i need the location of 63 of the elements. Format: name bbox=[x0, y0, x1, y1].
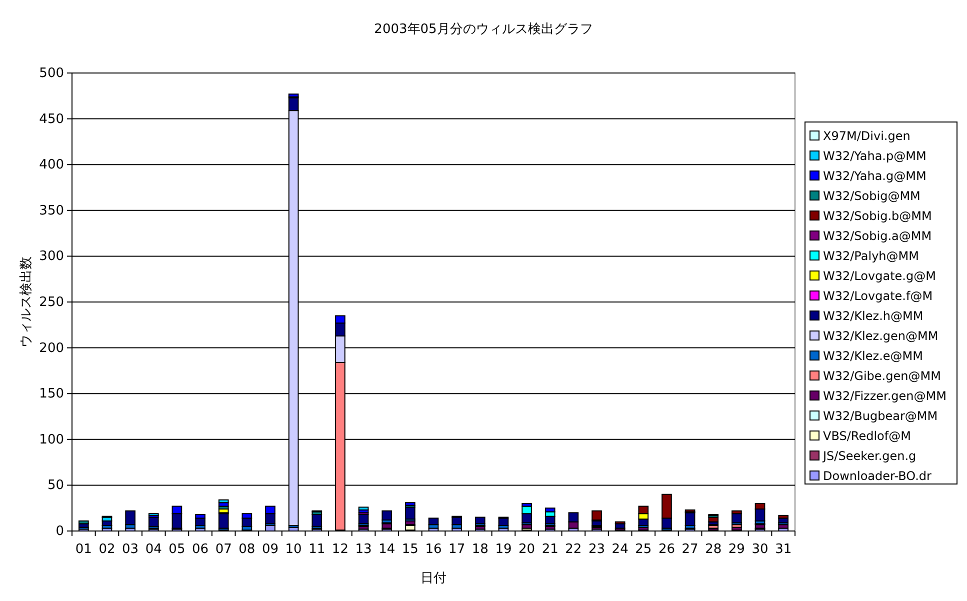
x-tick-label: 14 bbox=[378, 542, 396, 557]
x-tick-label: 20 bbox=[518, 542, 536, 557]
x-tick-label: 25 bbox=[635, 542, 652, 557]
x-tick-label: 10 bbox=[285, 542, 302, 557]
x-tick-label: 11 bbox=[308, 542, 326, 557]
legend-label: X97M/Divi.gen bbox=[823, 129, 910, 143]
y-tick-label: 200 bbox=[39, 340, 64, 356]
x-tick-label: 18 bbox=[472, 542, 488, 557]
y-tick-label: 150 bbox=[39, 386, 64, 402]
x-tick-label: 05 bbox=[168, 542, 186, 557]
x-tick-label: 13 bbox=[355, 542, 372, 557]
legend-label: W32/Bugbear@MM bbox=[823, 409, 938, 423]
x-tick-label: 17 bbox=[448, 542, 466, 557]
y-tick-label: 100 bbox=[39, 432, 64, 448]
legend-label: W32/Lovgate.f@M bbox=[823, 289, 933, 303]
legend-label: W32/Sobig@MM bbox=[823, 189, 920, 203]
legend-label: W32/Gibe.gen@MM bbox=[823, 369, 941, 383]
x-tick-label: 30 bbox=[752, 542, 768, 557]
x-tick-label: 31 bbox=[775, 542, 792, 557]
y-tick-label: 500 bbox=[39, 66, 64, 81]
y-tick-label: 0 bbox=[56, 524, 64, 539]
x-tick-label: 21 bbox=[542, 542, 558, 557]
chart-title: 2003年05月分のウィルス検出グラフ bbox=[374, 22, 593, 37]
x-tick-label: 03 bbox=[122, 542, 139, 557]
x-tick-label: 08 bbox=[238, 542, 256, 557]
x-tick-label: 27 bbox=[682, 542, 698, 557]
y-tick-label: 400 bbox=[39, 158, 64, 173]
legend-label: W32/Lovgate.g@M bbox=[823, 269, 936, 283]
x-axis-title: 日付 bbox=[420, 571, 446, 586]
legend-label: Downloader-BO.dr bbox=[823, 469, 932, 483]
x-tick-label: 12 bbox=[332, 542, 348, 557]
x-tick-label: 16 bbox=[425, 542, 442, 557]
legend-label: W32/Palyh@MM bbox=[823, 249, 919, 263]
x-tick-label: 01 bbox=[75, 542, 92, 557]
legend-label: W32/Klez.h@MM bbox=[823, 309, 924, 323]
legend-label: W32/Klez.gen@MM bbox=[823, 329, 938, 343]
x-tick-label: 23 bbox=[588, 542, 606, 557]
x-tick-label: 29 bbox=[728, 542, 745, 557]
x-tick-label: 28 bbox=[705, 542, 722, 557]
legend-label: W32/Yaha.g@MM bbox=[823, 169, 926, 183]
x-tick-label: 26 bbox=[658, 542, 675, 557]
x-tick-label: 06 bbox=[192, 542, 209, 557]
x-tick-label: 04 bbox=[145, 542, 162, 557]
x-tick-label: 02 bbox=[98, 542, 116, 557]
x-tick-label: 24 bbox=[612, 542, 628, 557]
legend-label: JS/Seeker.gen.g bbox=[822, 449, 916, 463]
legend-label: W32/Fizzer.gen@MM bbox=[823, 389, 946, 403]
legend-label: W32/Sobig.a@MM bbox=[823, 229, 932, 243]
y-tick-label: 450 bbox=[39, 112, 64, 127]
y-tick-label: 300 bbox=[39, 249, 64, 264]
y-tick-label: 250 bbox=[39, 295, 64, 310]
x-tick-label: 19 bbox=[495, 542, 512, 557]
x-tick-label: 22 bbox=[565, 542, 582, 557]
x-tick-label: 15 bbox=[402, 542, 418, 557]
legend-label: VBS/Redlof@M bbox=[823, 429, 911, 443]
y-axis-title: ウィルス検出数 bbox=[19, 256, 34, 348]
x-tick-label: 09 bbox=[262, 542, 279, 557]
legend-label: W32/Yaha.p@MM bbox=[823, 149, 926, 163]
y-tick-label: 350 bbox=[39, 203, 64, 218]
x-tick-label: 07 bbox=[215, 542, 232, 557]
legend-label: W32/Sobig.b@MM bbox=[823, 209, 932, 223]
legend-label: W32/Klez.e@MM bbox=[823, 349, 923, 363]
y-tick-label: 50 bbox=[47, 478, 64, 494]
